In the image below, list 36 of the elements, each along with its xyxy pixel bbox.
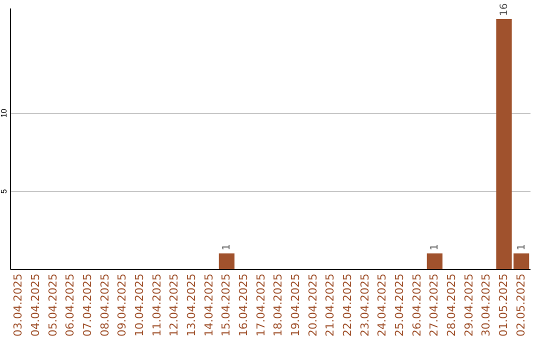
x-tick-label: 28.04.2025 — [445, 274, 458, 336]
x-tick-label: 24.04.2025 — [376, 274, 389, 336]
x-tick-label: 07.04.2025 — [81, 274, 94, 336]
x-tick-label: 25.04.2025 — [393, 274, 406, 336]
data-label: 1 — [222, 244, 233, 250]
x-tick-label: 09.04.2025 — [116, 274, 129, 336]
x-tick-label: 16.04.2025 — [237, 274, 250, 336]
x-tick-label: 06.04.2025 — [64, 274, 77, 336]
data-label: 1 — [516, 244, 528, 250]
x-tick-label: 22.04.2025 — [341, 274, 354, 336]
x-tick-label: 20.04.2025 — [306, 274, 320, 336]
x-tick-label: 29.04.2025 — [462, 274, 476, 336]
y-tick-label: 10 — [0, 108, 8, 118]
x-tick-label: 04.04.2025 — [29, 274, 42, 336]
x-tick-label: 08.04.2025 — [98, 274, 112, 336]
x-tick-label: 11.04.2025 — [150, 274, 164, 336]
x-tick-label: 19.04.2025 — [289, 274, 302, 336]
x-tick-label: 23.04.2025 — [358, 274, 372, 336]
x-tick-label: 03.04.2025 — [12, 274, 25, 336]
x-tick-label: 17.04.2025 — [254, 274, 268, 336]
x-tick-label: 27.04.2025 — [428, 274, 441, 336]
x-tick-label: 15.04.2025 — [220, 274, 233, 336]
x-tick-label: 14.04.2025 — [202, 274, 216, 336]
data-label: 16 — [499, 3, 510, 16]
y-tick-label: 5 — [0, 188, 8, 194]
x-tick-label: 21.04.2025 — [324, 274, 337, 336]
x-tick-label: 13.04.2025 — [185, 274, 198, 336]
x-tick-label: 10.04.2025 — [133, 274, 146, 336]
x-tick-label: 05.04.2025 — [46, 274, 60, 336]
data-label: 1 — [430, 244, 441, 250]
x-tick-label: 26.04.2025 — [410, 274, 424, 336]
x-tick-label: 01.05.2025 — [497, 274, 510, 336]
x-tick-label: 18.04.2025 — [272, 274, 285, 336]
x-tick-label: 12.04.2025 — [168, 274, 181, 336]
x-tick-label: 30.04.2025 — [480, 274, 493, 336]
x-tick-label: 02.05.2025 — [514, 274, 528, 336]
